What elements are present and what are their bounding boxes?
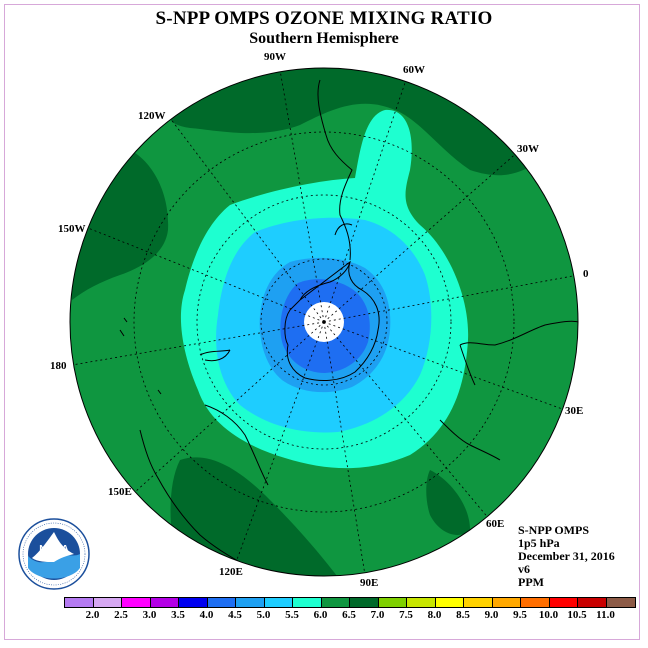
colorbar-tick-label: 5.5 [285, 609, 299, 621]
lon-label-60e: 60E [486, 518, 505, 530]
colorbar-ticks: 2.0 2.5 3.0 3.5 4.0 4.5 5.0 5.5 6.0 6.5 7.0 7.5 8.0 8… [0, 609, 648, 623]
colorbar-tick-label: 2.0 [85, 609, 100, 621]
colorbar-segment [521, 598, 550, 607]
colorbar-segment [264, 598, 293, 607]
colorbar-segment [93, 598, 122, 607]
meta-units: PPM [518, 575, 544, 589]
colorbar-tick-label: 4.0 [199, 609, 214, 621]
map-subtitle: Southern Hemisphere [249, 30, 399, 47]
meta-instrument: S-NPP OMPS [518, 523, 589, 537]
map-metadata: S-NPP OMPS 1p5 hPa December 31, 2016 v6 … [518, 524, 615, 589]
colorbar-tick-label: 5.0 [256, 609, 271, 621]
meta-date: December 31, 2016 [518, 549, 615, 563]
colorbar-tick-label: 10.0 [538, 609, 559, 621]
colorbar-segment [435, 598, 464, 607]
meta-version: v6 [518, 562, 530, 576]
colorbar-tick-label: 8.0 [427, 609, 442, 621]
lon-label-30e: 30E [565, 405, 584, 417]
colorbar-tick-label: 10.5 [567, 609, 587, 621]
colorbar-tick-label: 3.5 [171, 609, 185, 621]
colorbar-segment [293, 598, 322, 607]
colorbar-tick-label: 4.5 [228, 609, 242, 621]
colorbar-segment [122, 598, 151, 607]
meta-level: 1p5 hPa [518, 536, 560, 550]
colorbar-segment [378, 598, 407, 607]
colorbar-tick-label: 8.5 [456, 609, 470, 621]
colorbar-segment [150, 598, 179, 607]
colorbar-segment [207, 598, 236, 607]
graticule [71, 69, 578, 576]
colorbar-tick-label: 6.0 [313, 609, 328, 621]
colorbar-segment [65, 598, 94, 607]
lon-label-60w: 60W [403, 64, 425, 76]
colorbar-segment [606, 598, 635, 607]
colorbar-tick-label: 9.0 [484, 609, 499, 621]
lon-label-90e: 90E [360, 577, 379, 589]
colorbar-tick-label: 2.5 [114, 609, 128, 621]
colorbar-segment [549, 598, 578, 607]
lon-label-120e: 120E [219, 566, 243, 578]
noaa-logo-text: NOAA [39, 544, 68, 555]
colorbar-segment [321, 598, 350, 607]
lon-label-180: 180 [50, 360, 67, 372]
colorbar-segment [492, 598, 521, 607]
colorbar-tick-label: 11.0 [596, 609, 615, 621]
lon-label-150w: 150W [58, 223, 86, 235]
noaa-logo: NOAA [18, 518, 90, 590]
image-frame [4, 4, 640, 640]
ozone-band-6-5-southwest [170, 457, 340, 576]
colorbar-tick-label: 7.5 [399, 609, 413, 621]
colorbar-segment [350, 598, 379, 607]
map-boundary [69, 67, 579, 577]
colorbar-tick-label: 3.0 [142, 609, 157, 621]
colorbar-tick-label: 7.0 [370, 609, 385, 621]
colorbar-segment [236, 598, 265, 607]
colorbar-segment [464, 598, 493, 607]
ozone-band-6-5-west [70, 150, 169, 300]
colorbar-tick-label: 9.5 [513, 609, 527, 621]
colorbar-segment [407, 598, 436, 607]
ozone-band-6-5-south [426, 470, 470, 535]
colorbar-tick-label: 6.5 [342, 609, 356, 621]
lon-label-120w: 120W [138, 110, 166, 122]
lon-label-0: 0 [583, 268, 589, 280]
colorbar [64, 597, 636, 608]
lon-label-90w: 90W [264, 51, 286, 63]
map-title: S-NPP OMPS OZONE MIXING RATIO [155, 8, 493, 29]
lon-label-30w: 30W [517, 143, 539, 155]
lon-label-150e: 150E [108, 486, 132, 498]
colorbar-segment [179, 598, 208, 607]
colorbar-segment [578, 598, 607, 607]
